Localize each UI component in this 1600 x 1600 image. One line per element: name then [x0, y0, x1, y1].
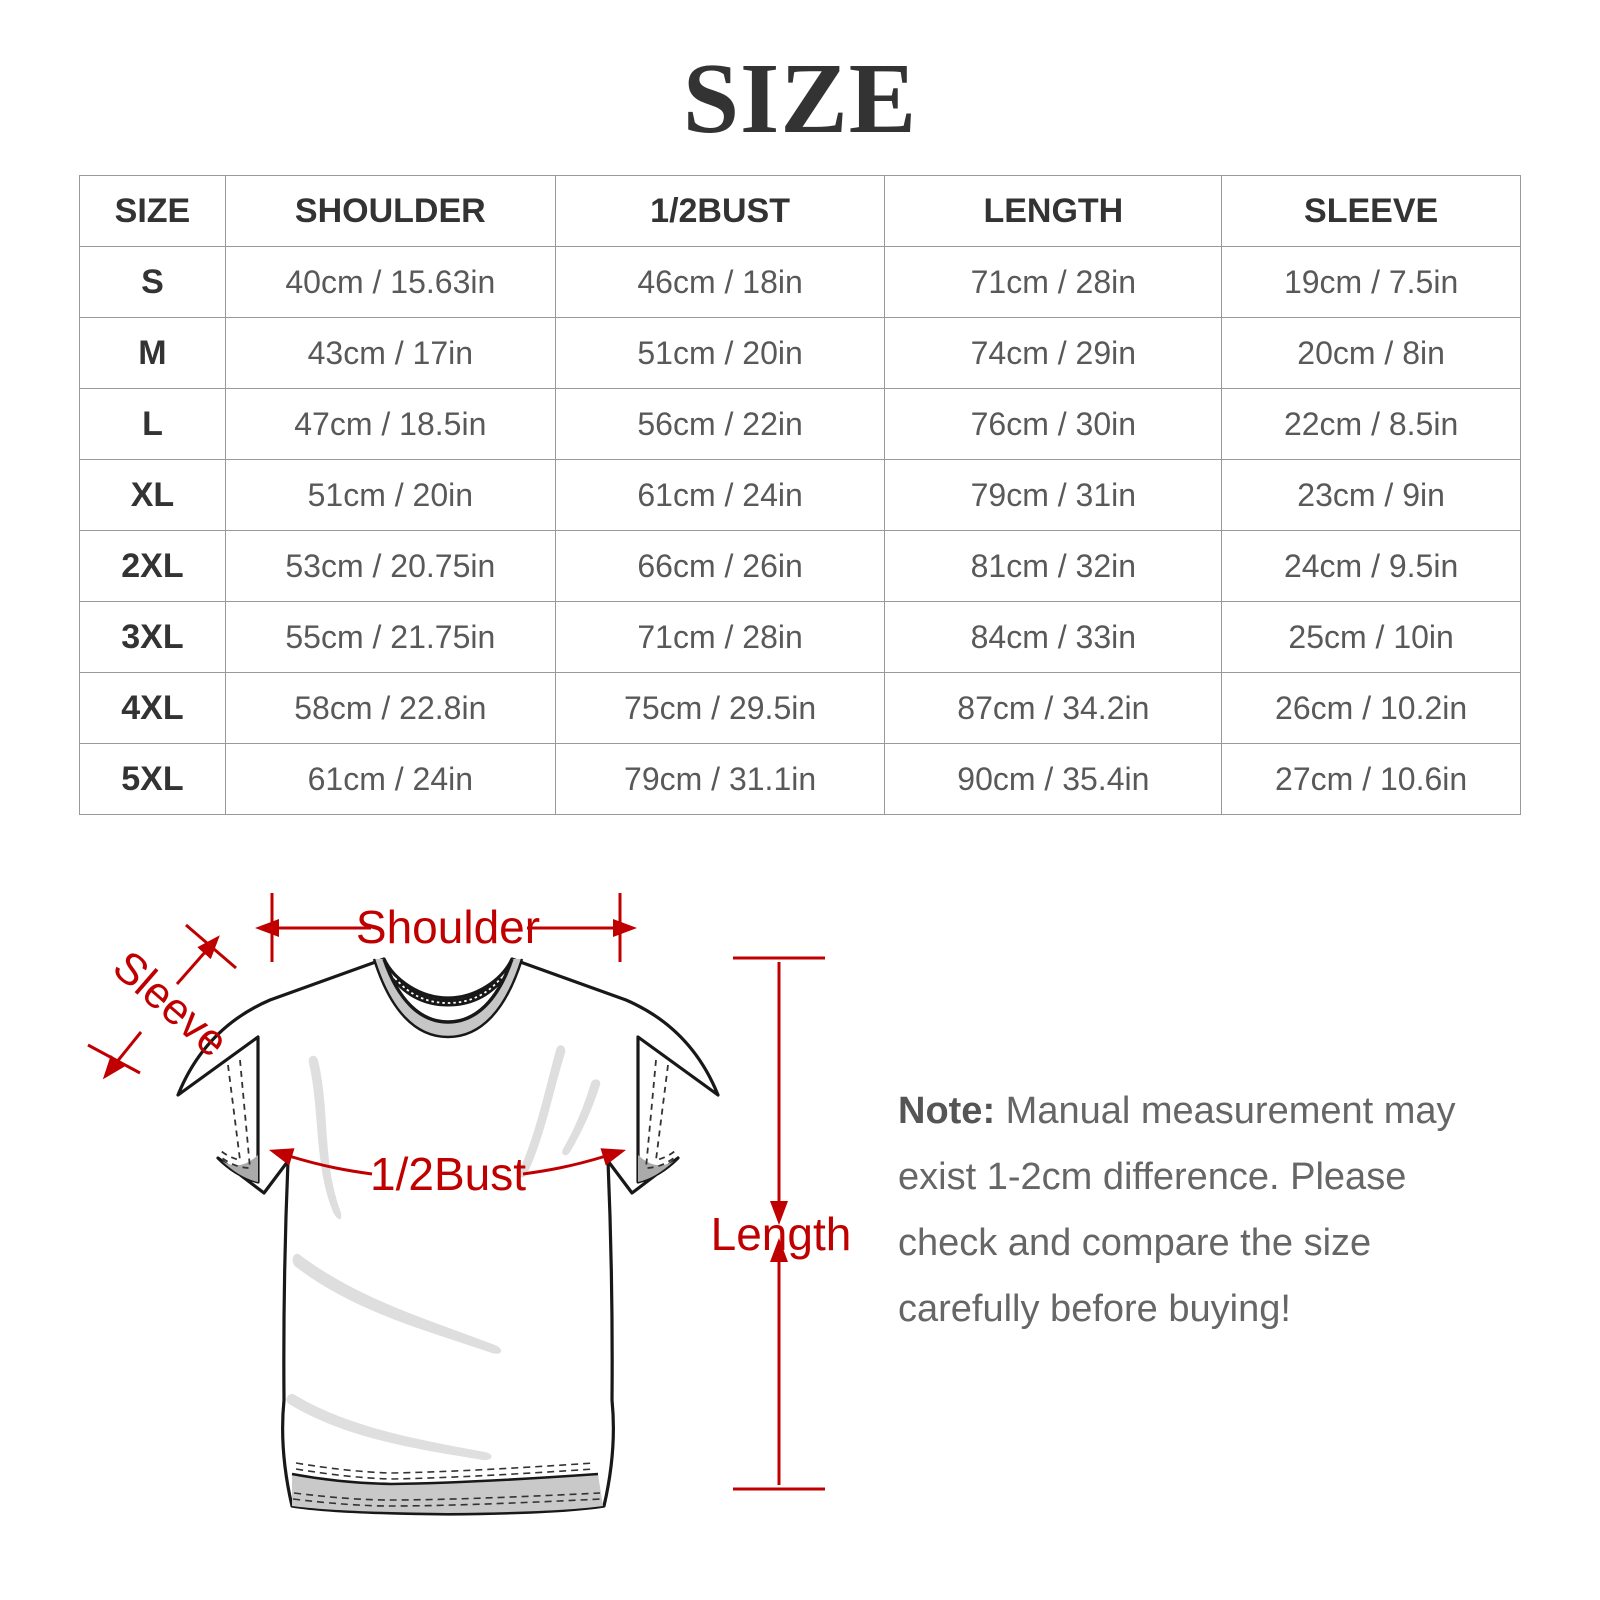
svg-text:Shoulder: Shoulder — [356, 901, 540, 953]
svg-text:Length: Length — [711, 1208, 852, 1260]
svg-text:1/2Bust: 1/2Bust — [370, 1148, 526, 1200]
svg-text:Sleeve: Sleeve — [104, 941, 238, 1066]
